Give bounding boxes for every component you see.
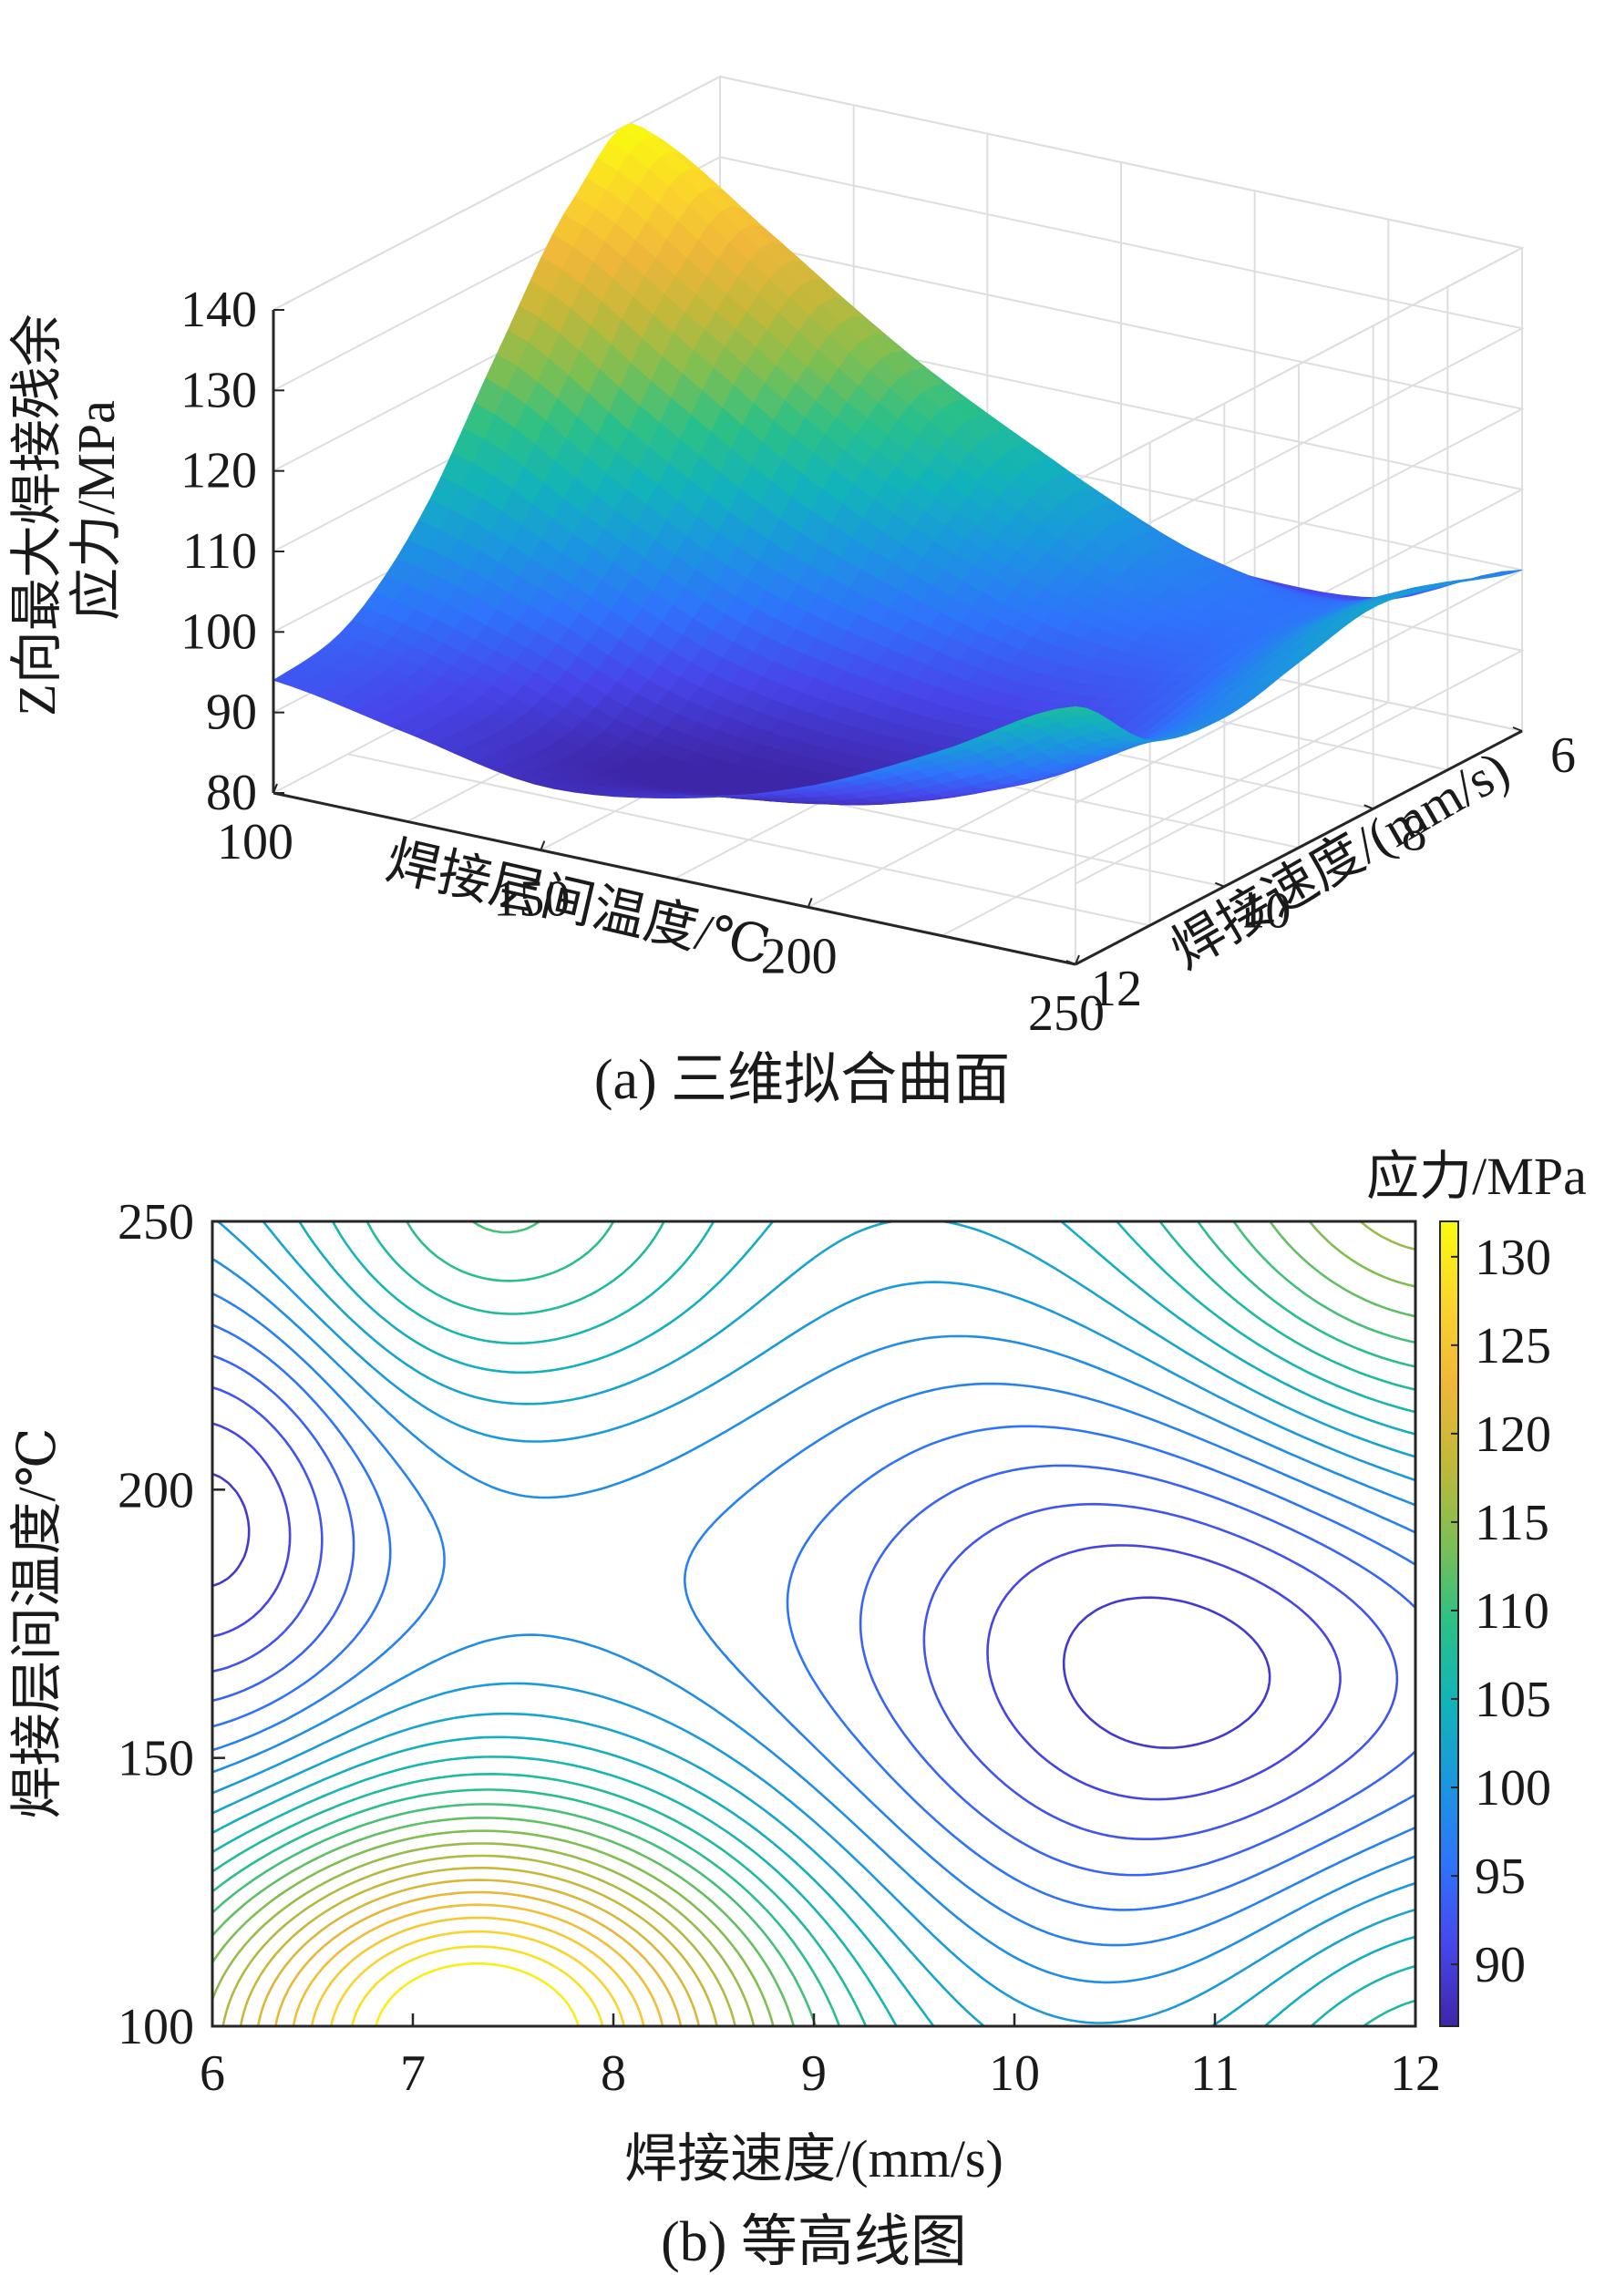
stress-tick-label: 120 xyxy=(180,443,257,499)
speed-tick-label: 10 xyxy=(989,2045,1040,2102)
speed-tick-label: 6 xyxy=(200,2045,225,2102)
contour-x-axis-label: 焊接速度/(mm/s) xyxy=(624,2129,1003,2188)
speed-tick xyxy=(1512,726,1523,732)
colorbar-label: 应力/MPa xyxy=(1366,1147,1587,1206)
speed-tick-label: 8 xyxy=(601,2045,626,2102)
speed-tick-label: 11 xyxy=(1190,2045,1240,2102)
temperature-tick-label: 200 xyxy=(761,928,838,984)
temperature-tick-label: 200 xyxy=(118,1462,194,1519)
contour-line xyxy=(211,1220,1416,2027)
colorbar-tick-label: 100 xyxy=(1475,1760,1551,1817)
contour-line xyxy=(211,1220,1416,2027)
speed-tick xyxy=(1363,804,1374,810)
colorbar-tick-label: 90 xyxy=(1475,1937,1526,1993)
contour-caption: (b) 等高线图 xyxy=(661,2211,967,2273)
contour-line xyxy=(221,1854,736,2027)
contour-line xyxy=(211,1220,1416,2027)
temperature-tick-label: 100 xyxy=(118,1999,194,2055)
contour-line xyxy=(211,1422,1342,1801)
contour-line xyxy=(239,1867,718,2027)
surface-tick-labels: 100 150 200 250 6 8 10 12 80 90 100 110 120 130 140 xyxy=(180,282,1576,1042)
speed-tick-label: 10 xyxy=(1240,883,1291,940)
temperature-tick xyxy=(273,783,278,794)
surface-caption: (a) 三维拟合曲面 xyxy=(594,1049,1010,1111)
temperature-tick-label: 250 xyxy=(118,1194,194,1251)
colorbar-tick-label: 125 xyxy=(1475,1318,1551,1375)
contour-line xyxy=(274,1890,683,2027)
colorbar-tick-label: 105 xyxy=(1475,1672,1551,1728)
contour-line xyxy=(211,1323,1416,1911)
contour-line xyxy=(211,1220,1416,2027)
speed-tick-label: 9 xyxy=(801,2045,827,2102)
surface-panel: 100 150 200 250 6 8 10 12 80 90 100 110 120 130 140 焊接… xyxy=(7,75,1576,1111)
contour-line xyxy=(211,1472,1271,1749)
surface-mesh xyxy=(273,122,1523,806)
speed-tick xyxy=(1214,881,1225,888)
surface-z-axis-label-line1: Z向最大焊接残余 xyxy=(7,314,67,716)
surface-z-axis-label-line2: 应力/MPa xyxy=(67,400,126,621)
stress-tick-label: 130 xyxy=(180,362,257,418)
contour-lines xyxy=(211,1220,1416,2028)
contour-line xyxy=(375,1961,581,2027)
speed-tick-label: 8 xyxy=(1402,805,1427,861)
contour-line xyxy=(211,1220,1416,2028)
speed-axis-line xyxy=(1075,729,1523,966)
surface-patch xyxy=(273,673,306,688)
contour-line xyxy=(211,1220,1416,2027)
colorbar-tick-label: 110 xyxy=(1475,1583,1549,1640)
colorbar-tick-label: 130 xyxy=(1475,1230,1551,1286)
temperature-tick-label: 100 xyxy=(217,814,293,870)
contour-y-axis-label: 焊接层间温度/℃ xyxy=(7,1428,67,1819)
contour-ticks: 6 7 8 9 10 11 12 100 150 200 250 xyxy=(118,1194,1441,2102)
temperature-tick-label: 250 xyxy=(1028,985,1105,1042)
contour-line xyxy=(310,1916,645,2027)
contour-panel: 6 7 8 9 10 11 12 100 150 200 250 90 95 100 105 110 115 1… xyxy=(7,1147,1587,2273)
speed-tick-label: 7 xyxy=(400,2045,426,2102)
contour-line xyxy=(211,1292,1416,1947)
temperature-tick xyxy=(807,897,813,908)
temperature-tick-label: 150 xyxy=(493,871,570,928)
stress-tick-label: 110 xyxy=(182,523,257,580)
contour-line xyxy=(292,1903,664,2027)
speed-tick xyxy=(1065,960,1076,965)
temperature-tick xyxy=(540,840,546,851)
contour-line xyxy=(329,1930,625,2027)
speed-tick-label: 12 xyxy=(1390,2045,1441,2102)
stress-tick-label: 140 xyxy=(180,282,257,338)
speed-tick-label: 12 xyxy=(1091,961,1142,1017)
contour-line xyxy=(211,1220,1416,2028)
colorbar-tick-label: 115 xyxy=(1475,1495,1549,1551)
temperature-tick xyxy=(1075,954,1080,965)
contour-line xyxy=(350,1945,604,2027)
colorbar: 90 95 100 105 110 115 120 125 130 xyxy=(1439,1220,1551,2027)
stress-tick-label: 80 xyxy=(206,765,257,821)
contour-line xyxy=(211,1385,1399,1840)
contour-line xyxy=(211,1220,1416,2027)
contour-line xyxy=(211,1257,1416,1984)
surface-x-axis-label: 焊接层间温度/℃ xyxy=(381,830,776,976)
colorbar-tick-label: 95 xyxy=(1475,1848,1526,1905)
stress-tick-label: 90 xyxy=(206,685,257,741)
colorbar-tick-label: 120 xyxy=(1475,1406,1551,1463)
stress-tick-label: 100 xyxy=(180,603,257,660)
contour-line xyxy=(256,1879,701,2027)
speed-tick-label: 6 xyxy=(1550,727,1576,784)
temperature-tick-label: 150 xyxy=(118,1731,194,1787)
contour-line xyxy=(211,1220,1416,2024)
colorbar-gradient xyxy=(1439,1220,1459,2027)
contour-line xyxy=(211,1354,1416,1877)
temperature-axis-line xyxy=(273,791,1076,966)
